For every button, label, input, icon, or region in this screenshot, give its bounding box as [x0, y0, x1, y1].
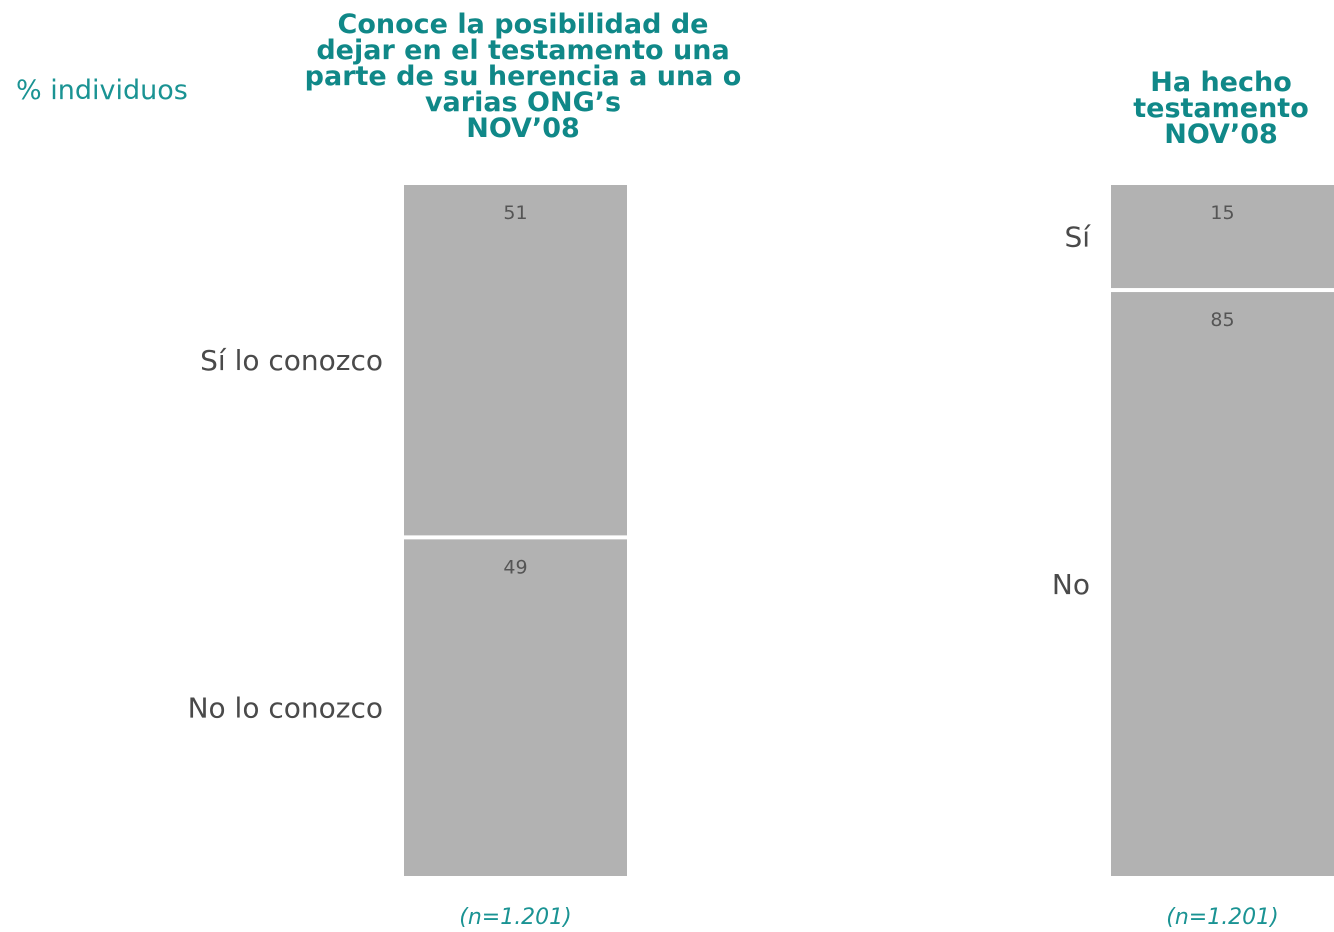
- chart-title-line: parte de su herencia a una o: [305, 61, 742, 92]
- unit-label: % individuos: [16, 75, 188, 106]
- data-label: 85: [1210, 309, 1234, 331]
- chart-title-line: NOV’08: [1164, 119, 1278, 150]
- bar-segment: [404, 185, 627, 536]
- chart-2: Ha hecho testamento NOV’08 15 Sí 85 No (n=1.201…: [1052, 67, 1334, 930]
- sample-size-label: (n=1.201): [1166, 905, 1279, 930]
- category-label: No lo conozco: [188, 692, 383, 725]
- data-label: 49: [503, 556, 527, 578]
- chart-title-line: dejar en el testamento una: [316, 35, 729, 66]
- chart-title-line: Ha hecho: [1150, 67, 1292, 98]
- chart-title-line: NOV’08: [466, 113, 580, 144]
- bar-segment: [1111, 185, 1334, 289]
- category-label: Sí: [1064, 221, 1091, 254]
- category-label: Sí lo conozco: [200, 344, 383, 377]
- chart-title-line: varias ONG’s: [425, 87, 621, 118]
- chart-title: Conoce la posibilidad de dejar en el test…: [305, 9, 742, 144]
- bar-segment: [404, 539, 627, 876]
- chart-title: Ha hecho testamento NOV’08: [1133, 67, 1309, 150]
- data-label: 15: [1210, 202, 1234, 224]
- chart-title-line: testamento: [1133, 93, 1309, 124]
- data-label: 51: [503, 202, 527, 224]
- category-label: No: [1052, 568, 1090, 601]
- charts-group: Conoce la posibilidad de dejar en el test…: [188, 9, 1334, 930]
- chart-title-line: Conoce la posibilidad de: [338, 9, 709, 40]
- sample-size-label: (n=1.201): [459, 905, 572, 930]
- chart-1: Conoce la posibilidad de dejar en el test…: [188, 9, 742, 930]
- bar-segment: [1111, 292, 1334, 876]
